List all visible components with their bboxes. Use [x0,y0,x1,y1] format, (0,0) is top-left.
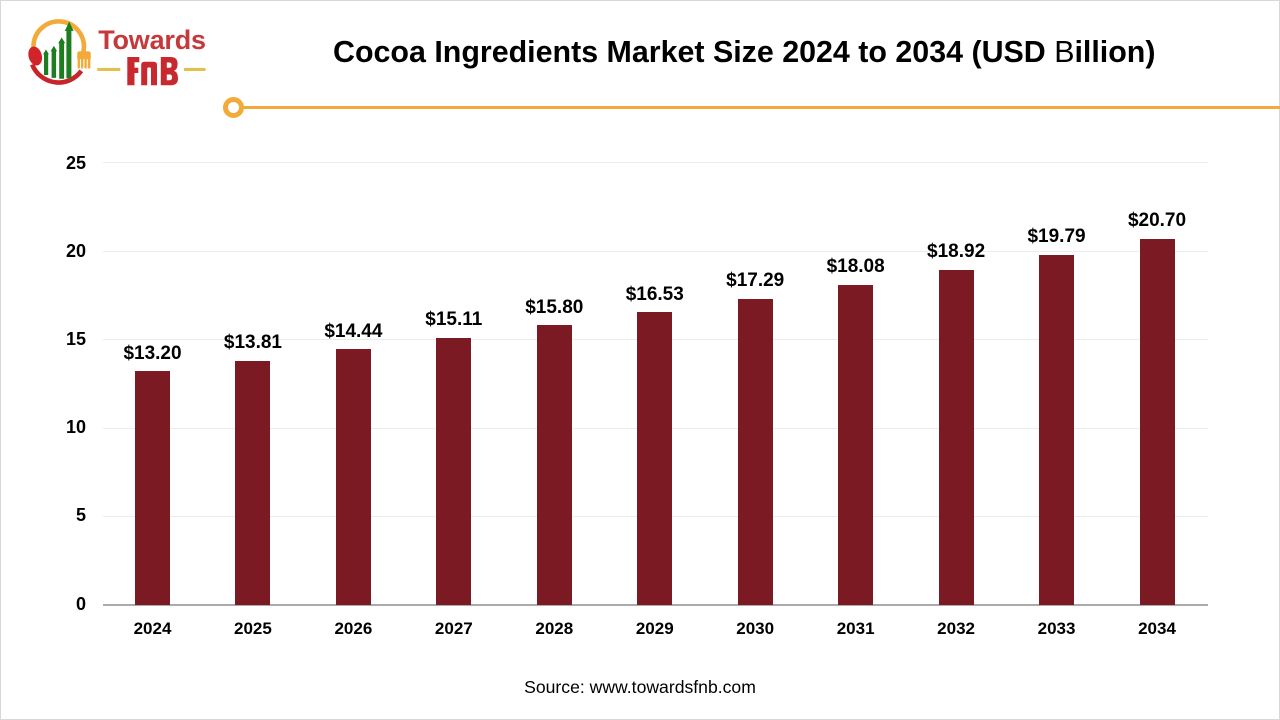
svg-text:Towards: Towards [98,25,206,55]
